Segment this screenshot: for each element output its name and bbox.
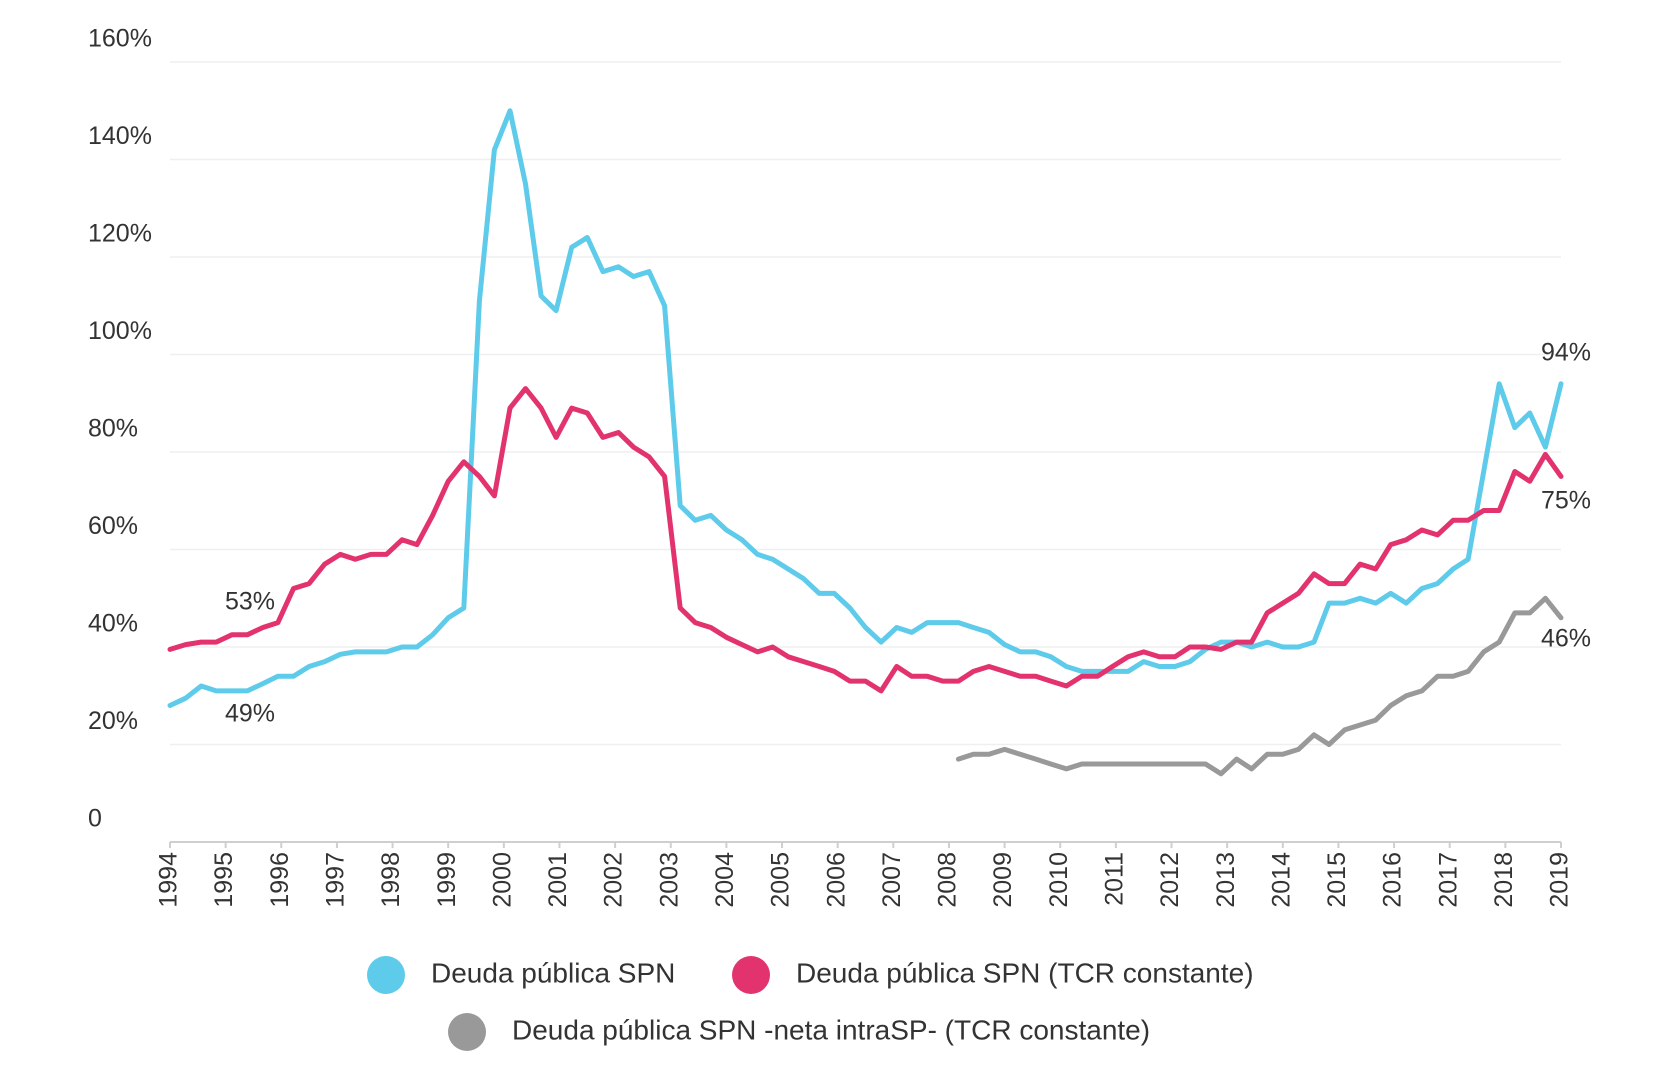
- x-tick-label: 1999: [433, 852, 461, 908]
- x-tick-label: 2011: [1100, 852, 1128, 906]
- x-tick-label: 2009: [989, 852, 1017, 908]
- legend-marker: [367, 956, 405, 994]
- y-tick-label: 60%: [88, 512, 138, 540]
- x-tick-label: 2003: [655, 852, 683, 908]
- x-tick-label: 2002: [600, 852, 628, 908]
- line-series: [167, 108, 1564, 708]
- y-tick-label: 20%: [88, 707, 138, 735]
- x-tick-label: 2019: [1546, 852, 1574, 908]
- legend-marker: [732, 956, 770, 994]
- x-tick-label: 2007: [878, 852, 906, 908]
- x-tick-label: 1998: [377, 852, 405, 908]
- x-tick-label: 2006: [822, 852, 850, 908]
- x-tick-label: 2000: [488, 852, 516, 908]
- legend-label: Deuda pública SPN: [431, 957, 675, 988]
- y-tick-label: 160%: [88, 25, 152, 53]
- legend-label: Deuda pública SPN -neta intraSP- (TCR co…: [512, 1014, 1150, 1045]
- x-tick-label: 2005: [767, 852, 795, 908]
- x-tick-label: 1996: [266, 852, 294, 908]
- y-tick-label: 140%: [88, 122, 152, 150]
- annotation: 49%: [225, 700, 275, 728]
- annotation: 94%: [1541, 339, 1591, 367]
- x-tick-label: 2015: [1323, 852, 1351, 908]
- x-tick-label: 1994: [155, 852, 183, 908]
- x-tick-label: 2018: [1490, 852, 1518, 908]
- annotation: 53%: [225, 588, 275, 616]
- x-tick-label: 1997: [322, 852, 350, 908]
- line-series: [955, 595, 1564, 777]
- y-tick-label: 100%: [88, 317, 152, 345]
- x-tick-label: 1995: [210, 852, 238, 908]
- line-series: [167, 386, 1564, 694]
- x-tick-label: 2016: [1379, 852, 1407, 908]
- y-tick-label: 80%: [88, 415, 138, 443]
- legend-label: Deuda pública SPN (TCR constante): [796, 957, 1254, 988]
- x-tick-label: 2001: [544, 852, 572, 908]
- annotation: 75%: [1541, 487, 1591, 515]
- x-tick-label: 2012: [1156, 852, 1184, 908]
- y-tick-label: 40%: [88, 610, 138, 638]
- y-tick-label: 120%: [88, 220, 152, 248]
- y-tick-label: 0: [88, 805, 102, 833]
- x-tick-label: 2014: [1267, 852, 1295, 908]
- x-tick-label: 2010: [1045, 852, 1073, 908]
- x-tick-label: 2013: [1212, 852, 1240, 908]
- annotation: 46%: [1541, 625, 1591, 653]
- legend-marker: [448, 1013, 486, 1051]
- x-tick-label: 2004: [711, 852, 739, 908]
- x-tick-label: 2008: [934, 852, 962, 908]
- x-tick-label: 2017: [1434, 852, 1462, 908]
